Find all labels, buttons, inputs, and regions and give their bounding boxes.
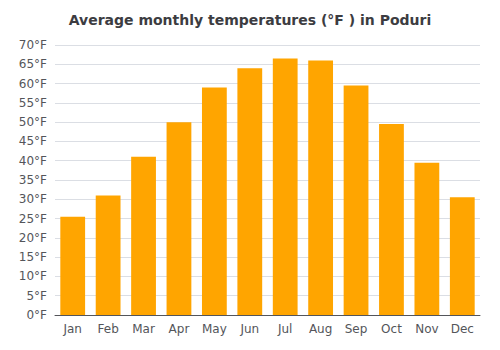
svg-text:Jan: Jan xyxy=(62,322,82,336)
svg-text:Oct: Oct xyxy=(381,322,402,336)
svg-text:Mar: Mar xyxy=(132,322,155,336)
svg-text:50°F: 50°F xyxy=(19,115,47,129)
svg-text:Average monthly temperatures (: Average monthly temperatures (°F ) in Po… xyxy=(69,12,432,28)
svg-text:Dec: Dec xyxy=(451,322,474,336)
svg-text:May: May xyxy=(202,322,227,336)
svg-text:30°F: 30°F xyxy=(19,192,47,206)
svg-text:70°F: 70°F xyxy=(19,38,47,52)
svg-text:65°F: 65°F xyxy=(19,57,47,71)
svg-text:20°F: 20°F xyxy=(19,231,47,245)
svg-text:Sep: Sep xyxy=(345,322,368,336)
svg-text:10°F: 10°F xyxy=(19,269,47,283)
svg-text:55°F: 55°F xyxy=(19,96,47,110)
svg-text:40°F: 40°F xyxy=(19,154,47,168)
svg-text:45°F: 45°F xyxy=(19,134,47,148)
svg-text:Aug: Aug xyxy=(309,322,332,336)
svg-text:Jul: Jul xyxy=(277,322,292,336)
svg-text:35°F: 35°F xyxy=(19,173,47,187)
svg-text:0°F: 0°F xyxy=(26,308,47,322)
svg-text:5°F: 5°F xyxy=(26,289,47,303)
svg-text:Apr: Apr xyxy=(169,322,190,336)
svg-text:15°F: 15°F xyxy=(19,250,47,264)
svg-text:Feb: Feb xyxy=(98,322,119,336)
svg-text:60°F: 60°F xyxy=(19,77,47,91)
svg-text:25°F: 25°F xyxy=(19,212,47,226)
svg-text:Jun: Jun xyxy=(239,322,259,336)
svg-text:Nov: Nov xyxy=(415,322,438,336)
